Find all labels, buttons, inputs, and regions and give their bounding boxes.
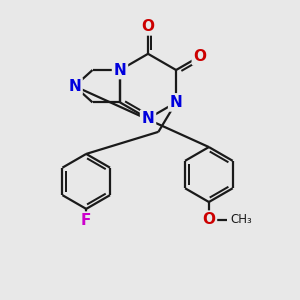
Text: O: O <box>194 49 206 64</box>
Text: O: O <box>142 19 154 34</box>
Text: N: N <box>142 111 154 126</box>
Text: N: N <box>114 62 126 77</box>
Text: N: N <box>68 79 81 94</box>
Text: N: N <box>170 95 182 110</box>
Text: F: F <box>81 213 92 228</box>
Text: CH₃: CH₃ <box>230 213 252 226</box>
Text: O: O <box>202 212 215 227</box>
